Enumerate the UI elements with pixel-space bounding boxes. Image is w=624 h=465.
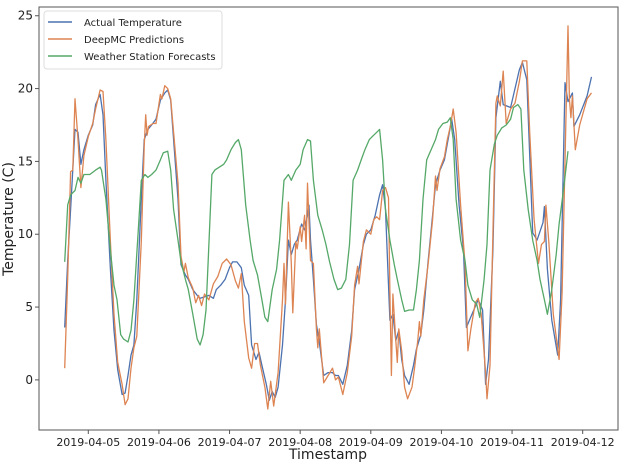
y-tick-label: 10 xyxy=(18,227,33,241)
legend-label: DeepMC Predictions xyxy=(84,35,184,46)
legend-label: Weather Station Forecasts xyxy=(84,52,216,63)
x-axis-label: Timestamp xyxy=(288,447,367,463)
x-tick-label: 2019-04-12 xyxy=(551,436,615,449)
series-line-weather-station-forecasts xyxy=(64,103,569,346)
x-axis: 2019-04-05 2019-04-06 2019-04-07 2019-04-08… xyxy=(56,430,615,449)
y-tick-label: 15 xyxy=(18,154,33,168)
y-tick-label: 5 xyxy=(25,300,33,314)
x-tick-label: 2019-04-09 xyxy=(339,436,403,449)
x-tick-label: 2019-04-11 xyxy=(480,436,544,449)
legend-label: Actual Temperature xyxy=(84,18,182,29)
x-tick-label: 2019-04-08 xyxy=(268,436,332,449)
x-tick-label: 2019-04-10 xyxy=(409,436,473,449)
y-axis: 0 5 10 15 20 25 xyxy=(18,9,39,387)
x-tick-label: 2019-04-05 xyxy=(56,436,120,449)
series-layer xyxy=(64,25,593,410)
legend-box xyxy=(43,10,223,70)
series-line-actual-temperature xyxy=(64,61,593,401)
y-tick-label: 0 xyxy=(25,373,33,387)
plot-frame xyxy=(38,6,619,431)
y-tick-label: 20 xyxy=(18,82,33,96)
y-tick-label: 25 xyxy=(18,9,33,23)
x-tick-label: 2019-04-06 xyxy=(127,436,191,449)
series-line-deepmc-predictions xyxy=(64,25,593,410)
y-axis-label: Temperature (C) xyxy=(1,162,17,277)
legend: Actual Temperature DeepMC Predictions Weat… xyxy=(43,10,223,70)
x-tick-label: 2019-04-07 xyxy=(198,436,262,449)
